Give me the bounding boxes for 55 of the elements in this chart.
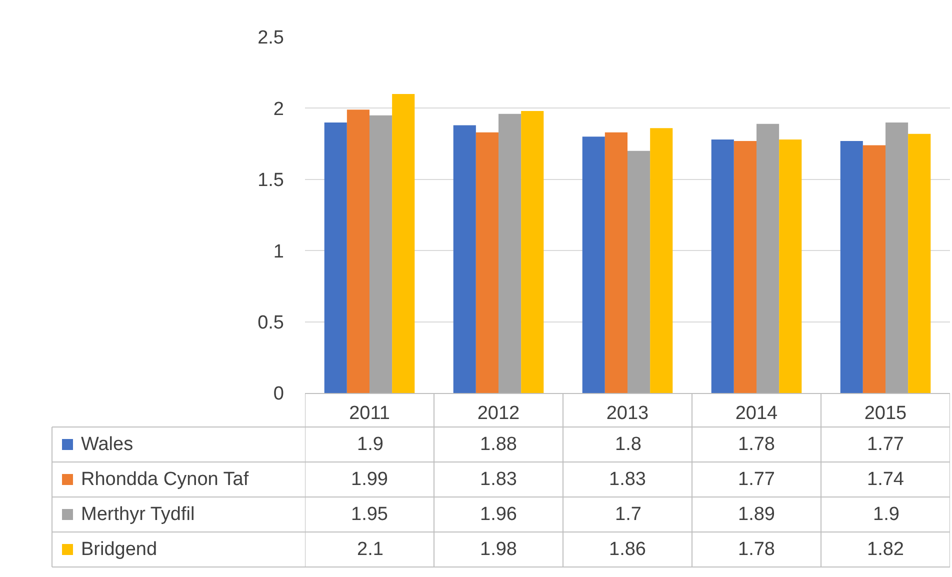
bar xyxy=(476,132,498,393)
y-tick-label: 0 xyxy=(273,384,284,405)
bar xyxy=(734,140,756,393)
bar xyxy=(886,122,908,393)
data-label: 1.88 xyxy=(480,434,517,455)
bar xyxy=(370,115,392,393)
bar xyxy=(840,140,863,393)
legend-label: Rhondda Cynon Taf xyxy=(81,469,250,490)
bar xyxy=(711,140,734,393)
data-label: 1.83 xyxy=(480,469,517,490)
data-label: 1.96 xyxy=(480,504,517,525)
data-label: 1.9 xyxy=(873,504,900,525)
legend-label: Bridgend xyxy=(81,539,158,560)
data-label: 1.7 xyxy=(615,504,642,525)
data-label: 1.9 xyxy=(357,434,384,455)
bar xyxy=(862,145,886,393)
bar xyxy=(779,140,802,393)
data-label: 1.74 xyxy=(867,469,904,490)
bar xyxy=(582,136,605,393)
bar xyxy=(756,124,780,393)
data-label: 1.8 xyxy=(615,434,642,455)
x-tick-label: 2014 xyxy=(735,402,778,424)
data-label: 1.77 xyxy=(738,469,775,490)
data-label: 1.82 xyxy=(867,539,904,560)
x-tick-label: 2013 xyxy=(606,402,649,424)
data-label: 1.77 xyxy=(867,434,904,455)
data-label: 1.78 xyxy=(738,539,775,560)
x-tick-label: 2011 xyxy=(349,402,390,424)
y-tick-label: 1 xyxy=(273,241,284,262)
y-tick-label: 2.5 xyxy=(258,28,284,49)
legend-label: Merthyr Tydfil xyxy=(81,504,195,525)
data-label: 2.1 xyxy=(357,539,384,560)
bar xyxy=(908,134,931,393)
x-tick-label: 2015 xyxy=(864,402,907,424)
bar xyxy=(453,125,476,393)
data-label: 1.98 xyxy=(480,539,517,560)
y-tick-label: 2 xyxy=(273,98,284,120)
y-tick-label: 1.5 xyxy=(258,170,284,192)
data-label: 1.83 xyxy=(609,469,646,490)
data-label: 1.89 xyxy=(738,504,775,525)
bar xyxy=(650,128,673,393)
data-label: 1.78 xyxy=(738,434,775,455)
bar xyxy=(324,122,347,393)
bar xyxy=(604,132,628,393)
data-label: 1.86 xyxy=(609,539,646,560)
bar xyxy=(628,150,650,393)
bar xyxy=(392,94,415,393)
x-tick-label: 2012 xyxy=(477,402,520,424)
data-label: 1.95 xyxy=(351,504,388,525)
legend-label: Wales xyxy=(81,434,134,455)
bar xyxy=(346,110,370,393)
bar xyxy=(521,111,544,393)
bar xyxy=(498,114,522,393)
y-tick-label: 0.5 xyxy=(258,312,284,334)
data-label: 1.99 xyxy=(351,469,388,490)
